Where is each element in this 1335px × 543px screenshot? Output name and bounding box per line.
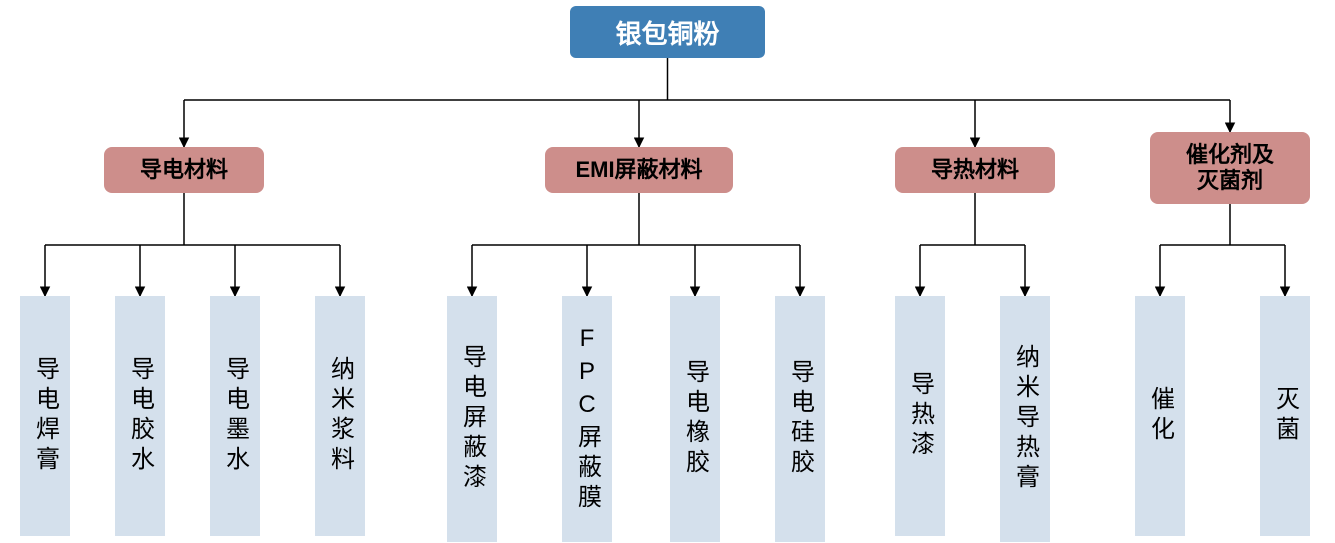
category-c1: 导电材料	[104, 147, 264, 193]
leaf-node: 导电屏蔽漆	[447, 296, 497, 542]
leaf-node: 导电焊膏	[20, 296, 70, 536]
leaf-node: 导热漆	[895, 296, 945, 536]
root-node: 银包铜粉	[570, 6, 765, 58]
leaf-node: 灭菌	[1260, 296, 1310, 536]
leaf-node: 导电橡胶	[670, 296, 720, 542]
category-c4: 催化剂及 灭菌剂	[1150, 132, 1310, 204]
leaf-node: 导电硅胶	[775, 296, 825, 542]
leaf-node: FPC屏蔽膜	[562, 296, 612, 542]
leaf-node: 纳米浆料	[315, 296, 365, 536]
category-c2: EMI屏蔽材料	[545, 147, 733, 193]
leaf-node: 纳米导热膏	[1000, 296, 1050, 542]
category-c3: 导热材料	[895, 147, 1055, 193]
leaf-node: 催化	[1135, 296, 1185, 536]
leaf-node: 导电墨水	[210, 296, 260, 536]
leaf-node: 导电胶水	[115, 296, 165, 536]
